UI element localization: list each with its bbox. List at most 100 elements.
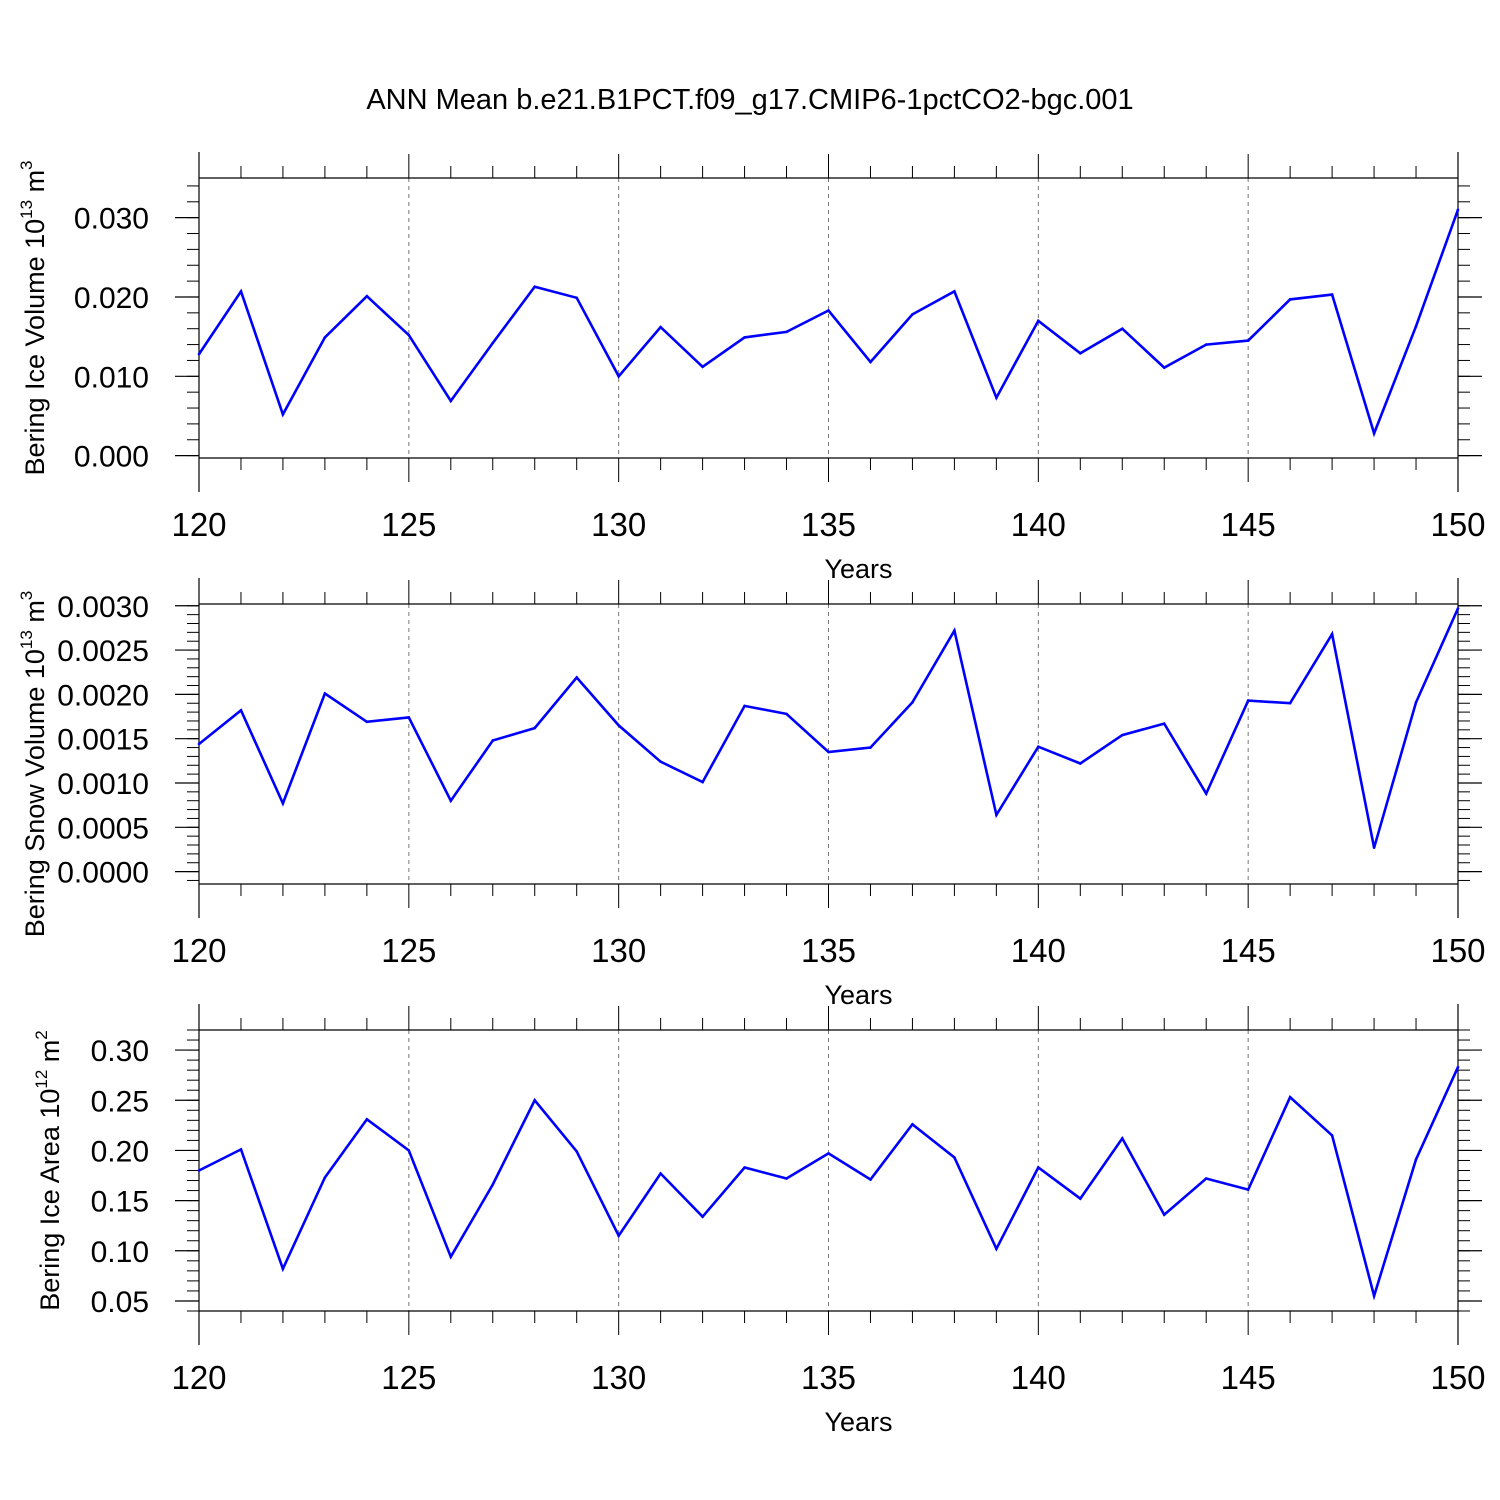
- panel-3-data-point: [449, 1255, 453, 1259]
- panel-2-y-tick-label: 0.0005: [57, 812, 149, 845]
- panel-3-x-tick-label: 150: [1430, 1359, 1485, 1396]
- panel-2-y-tick-label: 0.0000: [57, 857, 149, 890]
- panel-3-data-point: [785, 1177, 788, 1180]
- panel-3-x-tick-label: 135: [801, 1359, 856, 1396]
- panel-3-data-point: [533, 1098, 537, 1102]
- panel-2-data-point: [827, 750, 830, 754]
- panel-2-x-tick-label: 140: [1011, 932, 1066, 969]
- panel-3-data-point: [617, 1234, 620, 1238]
- panel-1-y-axis-title: Bering Ice Volume 1013 m3: [17, 160, 50, 475]
- panel-2-data-point: [1414, 701, 1418, 704]
- panel-2-data-point: [1372, 846, 1376, 849]
- chart-title: ANN Mean b.e21.B1PCT.f09_g17.CMIP6-1pctC…: [366, 84, 1134, 116]
- panel-1-data-point: [1162, 366, 1166, 369]
- panel-1-data-point: [197, 352, 201, 356]
- panel-1-data-point: [869, 360, 872, 364]
- panel-3-data-point: [491, 1183, 495, 1186]
- panel-2-x-tick-label: 130: [591, 932, 646, 969]
- panel-1-data-point: [323, 336, 327, 339]
- panel-1-y-tick-label: 0.030: [74, 203, 149, 236]
- panel-2-data-point: [449, 799, 453, 803]
- panel-3-data-point: [1079, 1197, 1082, 1200]
- panel-2-data-point: [1204, 792, 1208, 795]
- panel-3-data-point: [575, 1150, 578, 1153]
- panel-2-data-point: [533, 726, 537, 730]
- panel-3-data-point: [953, 1156, 956, 1159]
- panel-2-data-point: [197, 742, 201, 746]
- panel-3-y-tick-label: 0.05: [91, 1286, 149, 1319]
- panel-3-data-point: [365, 1118, 369, 1121]
- panel-1-data-point: [743, 336, 746, 339]
- panel-2-data-point: [281, 802, 285, 805]
- panel-3-data-point: [995, 1247, 998, 1251]
- panel-3-y-tick-label: 0.30: [91, 1035, 149, 1068]
- panel-2-data-point: [953, 629, 956, 632]
- panel-2-y-tick-label: 0.0010: [57, 768, 149, 801]
- panel-1-y-tick-label: 0.010: [74, 361, 149, 394]
- panel-3-x-tick-label: 145: [1221, 1359, 1276, 1396]
- panel-3-data-point: [1414, 1158, 1418, 1161]
- panel-2-x-tick-label: 150: [1430, 932, 1485, 969]
- panel-3-series-line: [198, 1066, 1460, 1301]
- panel-1-data-point: [1246, 339, 1250, 342]
- panel-1-x-axis-title: Years: [824, 554, 892, 584]
- panel-1-data-point: [785, 330, 788, 334]
- panel-1-y-tick-label: 0.000: [74, 441, 149, 474]
- panel-3-x-tick-label: 125: [381, 1359, 436, 1396]
- panel-3-data-point: [281, 1267, 285, 1271]
- panel-3-data-point: [743, 1166, 746, 1169]
- panel-2-y-tick-label: 0.0025: [57, 635, 149, 668]
- panel-2-data-point: [995, 813, 998, 817]
- panel-3-data-point: [1372, 1294, 1376, 1298]
- panel-2-data-point: [911, 701, 914, 704]
- y-axis-title-superscript: 3: [17, 591, 36, 600]
- panel-3-data-point: [659, 1172, 662, 1175]
- y-axis-title-part: Bering Ice Volume 10: [20, 219, 50, 476]
- panel-3-y-tick-label: 0.15: [91, 1186, 149, 1219]
- panel-2-data-point: [617, 724, 620, 727]
- panel-2-data-point: [365, 720, 369, 724]
- panel-3-data-point: [869, 1178, 872, 1181]
- panel-1-data-point: [449, 399, 453, 403]
- panel-1-data-point: [659, 325, 662, 329]
- panel-2-data-point: [491, 739, 495, 742]
- panel-3-data-point: [323, 1176, 327, 1179]
- panel-2-data-point: [743, 704, 746, 708]
- panel-2-data-point: [1037, 745, 1040, 748]
- panel-2-x-axis-title: Years: [824, 980, 892, 1010]
- panel-2-data-point: [1079, 762, 1082, 765]
- panel-2-data-point: [869, 746, 872, 749]
- panel-2-data-point: [1288, 701, 1292, 705]
- panel-1-data-point: [1372, 432, 1376, 435]
- panel-2-data-point: [239, 709, 243, 712]
- panel-1-x-tick-label: 150: [1430, 506, 1485, 543]
- y-axis-title-part: m: [20, 600, 50, 630]
- panel-2-y-axis-title: Bering Snow Volume 1013 m3: [17, 591, 50, 938]
- panel-3-data-point: [701, 1215, 704, 1218]
- panel-2-data-point: [1456, 607, 1460, 610]
- panel-3-x-tick-label: 130: [591, 1359, 646, 1396]
- panel-1-data-point: [617, 375, 620, 378]
- panel-3-data-point: [239, 1148, 243, 1151]
- panel-1-data-point: [281, 413, 285, 416]
- y-axis-title-superscript: 13: [17, 200, 36, 219]
- panel-3-x-tick-label: 140: [1011, 1359, 1066, 1396]
- panel-3-data-point: [1330, 1134, 1334, 1137]
- panel-3-data-point: [1456, 1065, 1460, 1069]
- panel-3-data-point: [827, 1152, 830, 1155]
- panel-2-data-point: [785, 712, 788, 716]
- panel-2-x-tick-label: 125: [381, 932, 436, 969]
- panel-1-data-point: [1288, 298, 1292, 301]
- panel-1-data-point: [1414, 325, 1418, 328]
- panel-2-data-point: [1330, 632, 1334, 636]
- panel-2-data-point: [575, 676, 578, 679]
- panel-1-data-point: [827, 309, 830, 312]
- panel-3-y-tick-label: 0.25: [91, 1085, 149, 1118]
- panel-1-data-point: [365, 294, 369, 298]
- panel-1-x-tick-label: 125: [381, 506, 436, 543]
- panel-1-data-point: [1037, 319, 1040, 323]
- panel-2-y-tick-label: 0.0030: [57, 591, 149, 624]
- panel-1-x-tick-label: 120: [171, 506, 226, 543]
- panel-3-data-point: [911, 1123, 914, 1126]
